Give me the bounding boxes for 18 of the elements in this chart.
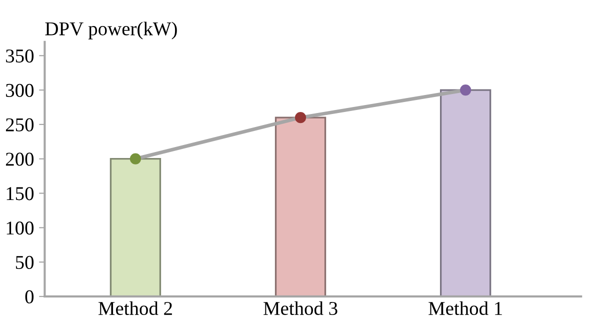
y-tick-label: 150 bbox=[6, 187, 34, 200]
y-tick-label: 50 bbox=[16, 256, 34, 270]
y-tick-label: 300 bbox=[6, 84, 34, 97]
y-tick-label: 200 bbox=[6, 152, 34, 166]
y-tick-label: 250 bbox=[6, 118, 34, 132]
x-tick-label: Method 1 bbox=[428, 301, 502, 316]
point bbox=[460, 84, 472, 96]
point bbox=[130, 153, 142, 164]
bar bbox=[274, 116, 326, 296]
y-tick-label: 350 bbox=[6, 49, 34, 63]
y-tick-label: 0 bbox=[25, 290, 34, 304]
point bbox=[294, 112, 306, 124]
y-axis-title: DPV power(kW) bbox=[45, 22, 177, 40]
bar bbox=[440, 89, 492, 296]
bar bbox=[110, 158, 162, 296]
x-tick-label: Method 3 bbox=[264, 301, 338, 316]
x-tick-label: Method 2 bbox=[98, 301, 172, 316]
y-tick-label: 100 bbox=[6, 221, 34, 235]
